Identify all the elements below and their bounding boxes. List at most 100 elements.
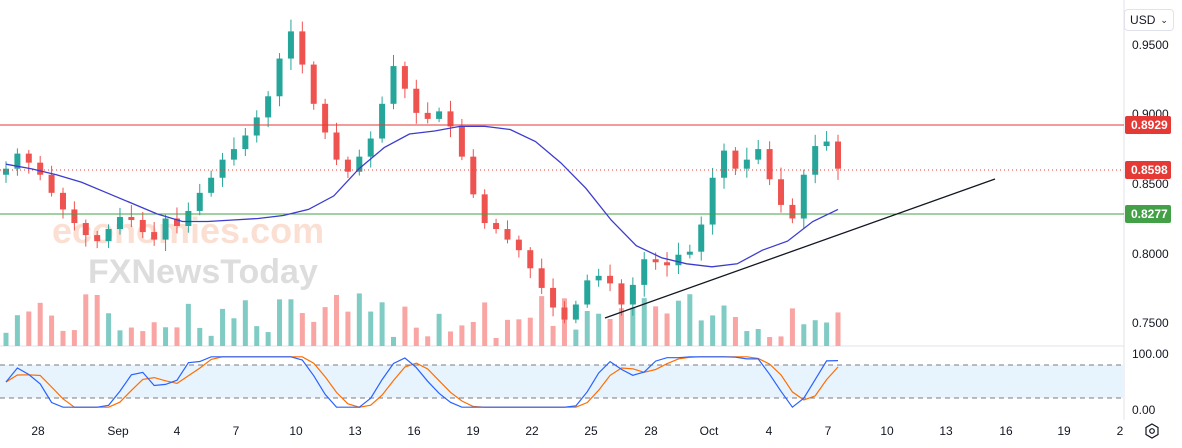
stochastic-k-line (5, 356, 839, 409)
candle-body (37, 162, 44, 175)
volume-bar (710, 315, 716, 346)
volume-bar (402, 306, 408, 346)
candle-body (493, 223, 500, 230)
candle-body (173, 218, 180, 227)
ascending-trendline[interactable] (604, 178, 996, 319)
time-axis[interactable]: 28 Sep 4 7 10 13 16 19 22 25 28 Oct 4 7 … (31, 424, 1123, 438)
candle-body (675, 254, 682, 266)
volume-bar (185, 303, 191, 346)
volume-bar (835, 312, 841, 346)
resistance-price-label: 0.8929 (1131, 118, 1168, 132)
volume-bar (26, 311, 32, 346)
candle-body (572, 304, 579, 320)
price-tick-label: 0.7500 (1132, 316, 1169, 330)
candle-body (219, 159, 226, 178)
volume-bar (447, 331, 453, 346)
watermark-fxnewstoday: FXNewsToday (88, 253, 318, 291)
candle-body (162, 218, 169, 240)
volume-bar (470, 321, 476, 346)
current-price-badge: 0.8598 (1125, 161, 1171, 179)
candle-body (333, 132, 340, 160)
volume-bar (618, 308, 624, 346)
volume-bar (516, 319, 522, 346)
volume-bar (413, 327, 419, 346)
currency-selector[interactable]: USD ⌄ (1124, 9, 1174, 31)
volume-bar (379, 302, 385, 346)
candle-body (504, 229, 511, 240)
time-tick-label: 4 (174, 424, 181, 438)
volume-bar (368, 311, 374, 346)
volume-bar (596, 313, 602, 346)
volume-bar (231, 318, 237, 346)
volume-bar (493, 337, 499, 346)
time-tick-label: 16 (407, 424, 421, 438)
candle-body (789, 204, 796, 219)
candle-body (641, 259, 648, 285)
volume-bar (698, 320, 704, 346)
candle-body (322, 103, 329, 133)
time-tick-label: 25 (584, 424, 598, 438)
gear-icon (1145, 423, 1159, 439)
volume-bar (242, 300, 248, 346)
support-price-badge: 0.8277 (1125, 205, 1171, 223)
volume-bar (208, 335, 214, 346)
volume-bar (482, 302, 488, 346)
volume-bar (83, 294, 89, 346)
volume-bar (288, 299, 294, 346)
volume-bar (3, 332, 9, 346)
candle-body (470, 156, 477, 195)
oscillator-tick-label: 100.00 (1132, 347, 1169, 361)
candle-body (401, 66, 408, 89)
volume-bar (527, 317, 533, 346)
candle-body (105, 229, 112, 242)
volume-bar (653, 306, 659, 346)
volume-bar (37, 302, 43, 346)
candle-body (607, 275, 614, 284)
time-tick-label: 13 (939, 424, 953, 438)
volume-bar (664, 313, 670, 346)
volume-bar (801, 324, 807, 346)
volume-bar (94, 294, 100, 346)
price-tick-label: 0.8000 (1132, 247, 1169, 261)
candle-body (196, 192, 203, 211)
time-tick-label: 10 (880, 424, 894, 438)
settings-button[interactable] (1142, 421, 1162, 441)
candle-body (550, 287, 557, 308)
volume-bar (607, 319, 613, 346)
candle-body (151, 232, 158, 240)
price-tick-label: 0.9500 (1132, 38, 1169, 52)
candle-body (629, 284, 636, 305)
volume-bar (732, 316, 738, 346)
candle-body (82, 223, 89, 236)
candle-body (618, 283, 625, 305)
candle-body (766, 149, 773, 180)
candle-body (185, 210, 192, 227)
candle-body (310, 64, 317, 104)
volume-bar (311, 321, 317, 346)
volume-bar (356, 293, 362, 346)
candle-body (367, 138, 374, 157)
candle-body (208, 177, 215, 193)
moving-average-line (5, 125, 839, 268)
candle-body (48, 174, 55, 193)
price-axis: 0.9500 0.9000 0.8500 0.8000 0.7500 (1132, 38, 1169, 330)
candle-body (527, 250, 534, 269)
time-tick-label: 16 (999, 424, 1013, 438)
candle-body (732, 150, 739, 169)
candle-body (481, 194, 488, 224)
candle-body (538, 268, 545, 288)
volume-bar (117, 330, 123, 346)
volume-bars (3, 293, 841, 346)
volume-bar (573, 329, 579, 346)
time-tick-label: 28 (31, 424, 45, 438)
volume-bar (721, 305, 727, 346)
volume-bar (334, 294, 340, 346)
volume-bar (584, 310, 590, 346)
candle-body (424, 112, 431, 119)
candle-body (436, 111, 443, 119)
volume-bar (220, 308, 226, 346)
oscillator-band (0, 365, 1124, 398)
volume-bar (425, 336, 431, 346)
volume-bar (128, 327, 134, 346)
